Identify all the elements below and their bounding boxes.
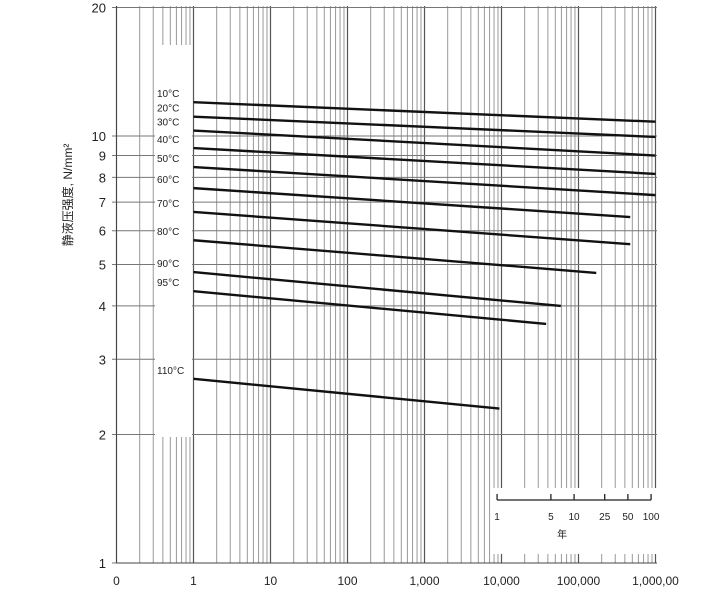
x-tick-label: 1,000,00 bbox=[632, 574, 679, 588]
series-label: 10°C bbox=[157, 89, 179, 100]
x-tick-label: 10,000 bbox=[483, 574, 520, 588]
y-tick-label: 9 bbox=[99, 149, 106, 164]
y-axis-label: 静液压强度, N/mm² bbox=[60, 144, 75, 247]
series-label: 20°C bbox=[157, 104, 179, 115]
y-tick-label: 20 bbox=[92, 0, 106, 15]
series-label: 30°C bbox=[157, 118, 179, 129]
series-label: 80°C bbox=[157, 227, 179, 238]
series-line bbox=[193, 165, 656, 197]
years-inset: 1 5 10 25 50 100 年 bbox=[492, 488, 660, 554]
series-label: 60°C bbox=[157, 175, 179, 186]
x-tick-label: 0 bbox=[113, 574, 120, 588]
x-tick-label: 1,000 bbox=[409, 574, 439, 588]
years-tick-label: 25 bbox=[599, 512, 611, 523]
x-tick-label: 1 bbox=[190, 574, 197, 588]
grid bbox=[112, 6, 657, 564]
series-label: 95°C bbox=[157, 278, 179, 289]
years-tick-label: 5 bbox=[548, 512, 554, 523]
series-label: 110°C bbox=[157, 366, 184, 377]
y-tick-label: 3 bbox=[99, 352, 106, 367]
label-band bbox=[155, 45, 192, 437]
series-line bbox=[193, 115, 656, 139]
x-tick-label: 100,000 bbox=[557, 574, 601, 588]
x-tick-label: 10 bbox=[264, 574, 278, 588]
y-tick-label: 6 bbox=[99, 224, 106, 239]
y-tick-label: 8 bbox=[99, 170, 106, 185]
series-line bbox=[193, 290, 547, 326]
years-tick-label: 1 bbox=[494, 512, 500, 523]
series-line bbox=[193, 100, 656, 123]
series-line bbox=[193, 186, 631, 219]
y-tick-label: 2 bbox=[99, 427, 106, 442]
axes: 0 1 10 100 1,000 10,000 100,000 1,000,001234567… bbox=[92, 0, 680, 588]
series-line bbox=[193, 270, 561, 308]
series-label: 90°C bbox=[157, 259, 179, 270]
label-band-bg bbox=[155, 45, 192, 437]
series-label: 50°C bbox=[157, 154, 179, 165]
series-line bbox=[193, 146, 656, 176]
series-line bbox=[193, 129, 656, 157]
series-line bbox=[193, 377, 500, 410]
y-tick-label: 7 bbox=[99, 195, 106, 210]
y-tick-label: 4 bbox=[99, 299, 106, 314]
series-lines bbox=[193, 100, 656, 410]
y-tick-label: 5 bbox=[99, 258, 106, 273]
y-tick-label: 10 bbox=[92, 129, 106, 144]
y-tick-label: 1 bbox=[99, 556, 106, 571]
series-labels: 10°C 20°C 30°C 40°C 50°C 60°C 70°C 80°C 90°C 95°C… bbox=[157, 89, 184, 377]
years-tick-label: 10 bbox=[569, 512, 581, 523]
series-line bbox=[193, 239, 597, 275]
years-axis-label: 年 bbox=[557, 528, 567, 541]
x-tick-label: 100 bbox=[337, 574, 357, 588]
years-tick-label: 100 bbox=[643, 512, 660, 523]
series-line bbox=[193, 210, 631, 246]
years-tick-label: 50 bbox=[622, 512, 634, 523]
series-label: 70°C bbox=[157, 199, 179, 210]
series-label: 40°C bbox=[157, 135, 179, 146]
